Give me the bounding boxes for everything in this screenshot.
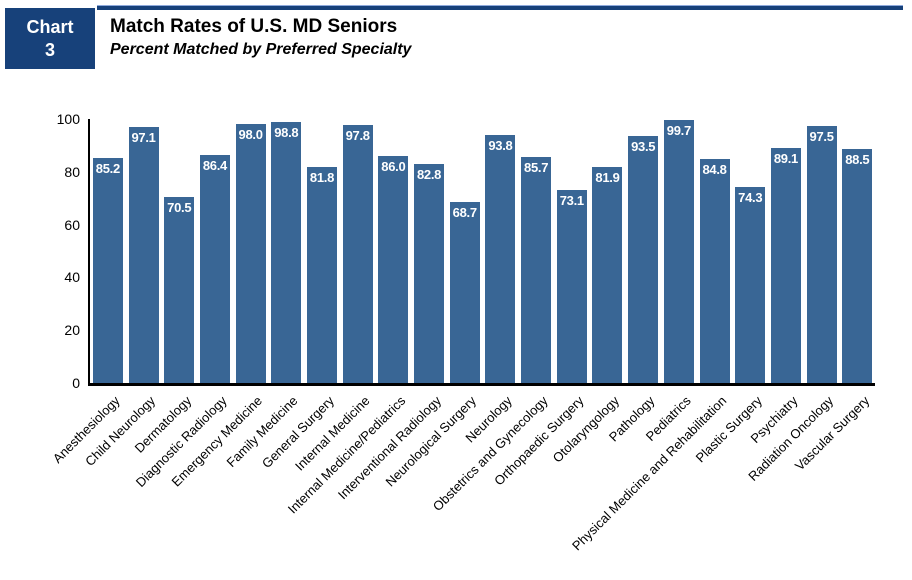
bar: 74.3	[735, 186, 766, 383]
chart-number-badge: Chart 3	[5, 8, 95, 69]
bar-slot: 70.5 Dermatology	[131, 119, 197, 456]
bar: 85.2	[92, 158, 123, 383]
y-axis-tick-label: 100	[56, 111, 80, 127]
bar: 88.5	[842, 149, 873, 383]
bar: 97.5	[806, 125, 837, 383]
bar-value-label: 97.8	[345, 127, 370, 143]
bar: 89.1	[770, 147, 801, 383]
bar: 81.8	[306, 167, 337, 383]
bar-value-label: 74.3	[738, 189, 763, 205]
bar-slot: 99.7 Pediatrics	[642, 119, 697, 444]
chart-title: Match Rates of U.S. MD Seniors	[110, 16, 398, 37]
bar-value-label: 70.5	[167, 199, 192, 215]
bar: 98.0	[235, 124, 266, 383]
bars-row: 85.2 Anesthesiology 97.1 Child Neurology 70.…	[49, 119, 875, 553]
bar-slot: 68.7 Neurological Surgery	[383, 119, 483, 489]
bar-value-label: 85.7	[524, 159, 549, 175]
bar-value-label: 84.8	[702, 162, 727, 178]
y-axis-tick-label: 20	[64, 322, 80, 339]
y-axis-tick-label: 80	[64, 163, 80, 180]
bar: 93.5	[628, 136, 659, 383]
bar-slot: 97.1 Child Neurology	[82, 119, 162, 469]
bar-value-label: 99.7	[666, 122, 691, 138]
bar-value-label: 81.9	[595, 169, 620, 185]
bar: 97.8	[342, 124, 373, 383]
bar-slot: 81.8 General Surgery	[259, 119, 340, 471]
bar-slot: 97.5 Radiation Oncology	[745, 119, 840, 484]
header-rule	[97, 5, 903, 10]
bar-value-label: 68.7	[452, 204, 477, 220]
bar-value-label: 97.5	[809, 128, 834, 144]
bar-slot: 74.3 Plastic Surgery	[692, 119, 768, 465]
bar: 98.8	[271, 122, 302, 383]
bar: 86.0	[378, 155, 409, 383]
bar-slot: 86.4 Diagnostic Radiology	[133, 119, 233, 490]
bar-slot: 98.0 Emergency Medicine	[169, 119, 269, 489]
chart-badge-word: Chart	[26, 17, 74, 37]
y-axis-tick-label: 0	[72, 375, 80, 391]
bar-value-label: 85.2	[95, 161, 120, 177]
bar: 81.9	[592, 166, 623, 383]
bar-slot: 88.5 Vascular Surgery	[791, 119, 875, 473]
chart-badge-number: 3	[44, 39, 55, 60]
chart-subtitle: Percent Matched by Preferred Specialty	[110, 40, 412, 58]
bar-slot: 85.7 Obstetrics and Gynecology	[430, 119, 554, 514]
y-axis-tick-label: 40	[64, 269, 80, 286]
bar: 86.4	[199, 154, 230, 383]
bar-value-label: 86.4	[202, 157, 227, 173]
bar-slot: 73.1 Orthopaedic Surgery	[491, 119, 590, 488]
bar-slot: 81.9 Otolaryngology	[550, 119, 626, 465]
bar: 73.1	[556, 190, 587, 383]
bar-slot: 98.8 Family Medicine	[224, 119, 304, 470]
bar-value-label: 93.5	[631, 139, 656, 155]
bar-slot: 97.8 Internal Medicine	[292, 119, 376, 474]
bar-slot: 82.8 Interventional Radiology	[334, 119, 447, 502]
bar-slot: 93.8 Neurology	[462, 119, 519, 446]
plot-area: 85.2 Anesthesiology 97.1 Child Neurology 70.…	[49, 112, 875, 553]
bar-slot: 89.1 Psychiatry	[748, 119, 804, 446]
bar-value-label: 98.0	[238, 127, 263, 143]
bar: 97.1	[128, 126, 159, 383]
bar-slot: 84.8 Physical Medicine and Rehabilitation	[569, 119, 733, 553]
y-axis-tick-label: 60	[64, 216, 80, 233]
bar: 82.8	[414, 164, 445, 383]
bar-value-label: 81.8	[309, 170, 335, 186]
title-block: Match Rates of U.S. MD Seniors Percent M…	[110, 16, 870, 59]
bar: 93.8	[485, 135, 516, 383]
bar-slot: 86.0 Internal Medicine/Pediatrics	[284, 119, 412, 517]
bar-value-label: 93.8	[488, 138, 513, 154]
bar: 85.7	[521, 156, 552, 383]
bar: 68.7	[449, 201, 480, 383]
bar-slot: 93.5 Pathology	[606, 119, 661, 444]
bar: 99.7	[663, 119, 694, 383]
bar-value-label: 82.8	[416, 167, 442, 183]
bar-value-label: 88.5	[845, 152, 870, 168]
bar-value-label: 86.0	[381, 158, 406, 174]
bar: 84.8	[699, 159, 730, 383]
bar-value-label: 98.8	[274, 125, 299, 141]
bar-slot: 85.2 Anesthesiology	[49, 119, 126, 466]
bar-value-label: 97.1	[131, 129, 156, 145]
bar-value-label: 73.1	[559, 193, 584, 209]
bar-value-label: 89.1	[773, 150, 798, 166]
bar: 70.5	[164, 196, 195, 383]
